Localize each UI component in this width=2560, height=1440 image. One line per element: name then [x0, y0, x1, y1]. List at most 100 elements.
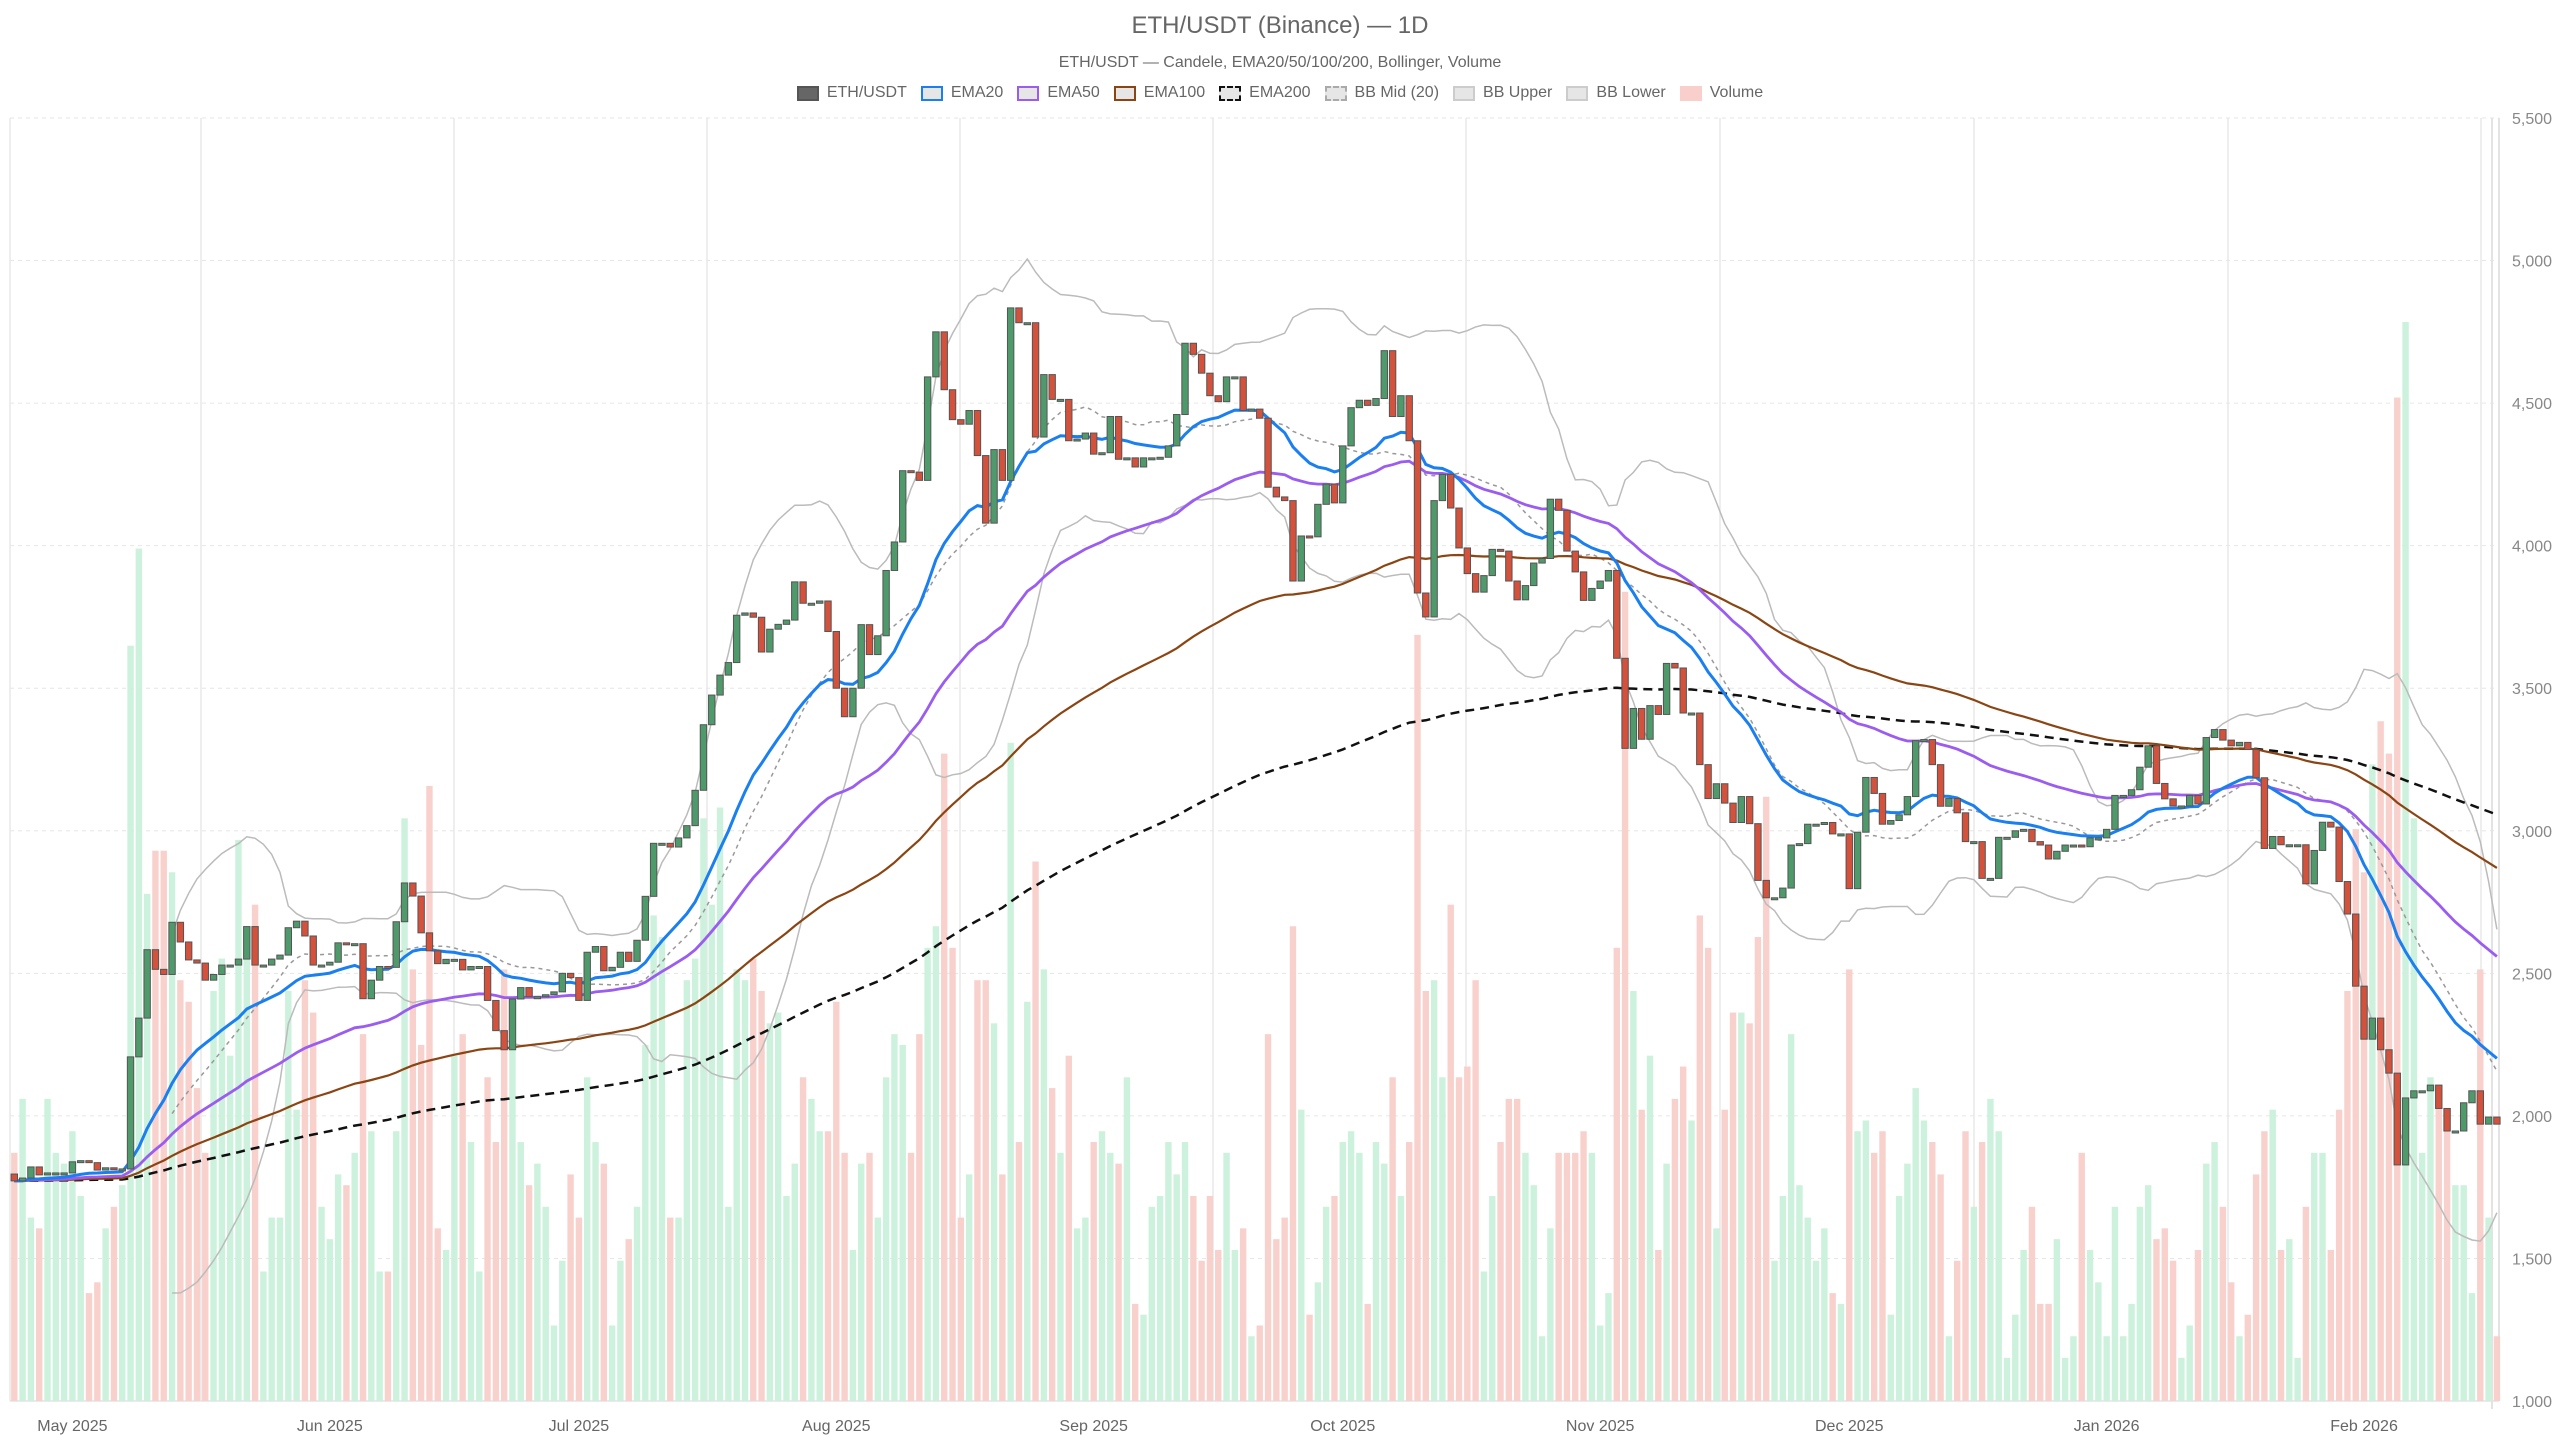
volume-bar	[1787, 1034, 1795, 1401]
volume-bar	[816, 1131, 823, 1401]
candle	[849, 687, 857, 718]
volume-bar	[1314, 1282, 1322, 1401]
volume-bar	[135, 548, 143, 1401]
candle	[2393, 1072, 2401, 1166]
legend-item[interactable]: EMA100	[1113, 84, 1206, 102]
volume-bar	[1887, 1314, 1894, 1401]
volume-bar	[1854, 1131, 1861, 1401]
candle	[1297, 535, 1305, 582]
candle	[1571, 550, 1579, 573]
volume-bar	[1547, 1228, 1554, 1401]
volume-bar	[384, 1271, 392, 1401]
candle	[2476, 1090, 2484, 1125]
volume-bar	[1522, 1152, 1529, 1401]
candle	[1878, 792, 1887, 825]
candle	[1413, 440, 1422, 594]
volume-bar	[1937, 1174, 1944, 1401]
volume-bar	[858, 1163, 865, 1401]
candle	[1164, 445, 1173, 458]
candle	[1463, 547, 1472, 575]
volume-bar	[268, 1217, 275, 1401]
candle	[1264, 417, 1272, 488]
legend-item[interactable]: BB Lower	[1566, 84, 1666, 102]
volume-bar	[1895, 1195, 1903, 1401]
candle	[1289, 500, 1297, 582]
candle	[782, 619, 791, 625]
volume-bar	[1198, 1260, 1205, 1401]
candle	[2094, 837, 2103, 841]
candle	[1804, 823, 1812, 845]
volume-bar	[1646, 1055, 1654, 1401]
volume-bar	[2219, 1206, 2227, 1401]
volume-bar	[542, 1206, 549, 1401]
volume-bar	[874, 1217, 882, 1401]
candle	[2277, 835, 2285, 846]
volume-bar	[168, 872, 176, 1401]
candle	[77, 1160, 85, 1164]
legend-swatch-icon	[1566, 85, 1589, 101]
volume-bar	[251, 904, 259, 1401]
candle	[2011, 830, 2020, 838]
candle	[998, 449, 1007, 481]
ema200-line	[14, 686, 2498, 1183]
candle	[18, 1177, 27, 1182]
volume-bar	[2252, 1174, 2260, 1401]
volume-bar	[60, 1163, 68, 1401]
legend-item[interactable]: BB Mid (20)	[1324, 84, 1440, 102]
volume-bar	[534, 1163, 541, 1401]
candle	[899, 470, 907, 543]
candle	[2036, 841, 2044, 846]
candle	[940, 331, 948, 391]
candle	[425, 932, 434, 952]
candle	[1131, 457, 1139, 468]
volume-bar	[1190, 1195, 1197, 1401]
volume-bar	[1995, 1131, 2002, 1401]
volume-bar	[1306, 1314, 1313, 1401]
volume-bar	[2468, 1293, 2476, 1401]
volume-bar	[1721, 1109, 1728, 1401]
volume-bar	[1231, 1249, 1239, 1401]
candle	[2169, 798, 2177, 807]
legend-item[interactable]: ETH/USDT	[796, 84, 907, 102]
volume-bar	[2477, 969, 2484, 1401]
candle	[1970, 841, 1978, 845]
candle	[915, 471, 924, 481]
candle	[1314, 503, 1322, 538]
volume-bar	[409, 969, 417, 1401]
candle	[1712, 783, 1721, 800]
candle	[1696, 712, 1704, 766]
legend-item[interactable]: EMA20	[920, 84, 1003, 102]
volume-bar	[916, 1034, 923, 1401]
legend-label: EMA100	[1143, 84, 1206, 101]
candle	[973, 410, 982, 457]
volume-bar	[2061, 1357, 2069, 1401]
candle	[591, 946, 600, 953]
legend-item[interactable]: Volume	[1679, 84, 1763, 102]
candle	[517, 987, 525, 1000]
candle	[2044, 844, 2053, 860]
legend-label: BB Mid (20)	[1354, 84, 1440, 101]
legend-item[interactable]: EMA200	[1219, 84, 1311, 102]
candle	[691, 789, 699, 827]
volume-bar	[1771, 1260, 1778, 1401]
y-tick-label: 4,000	[2512, 539, 2552, 556]
candle	[1363, 399, 1372, 406]
ema100-line	[14, 553, 2498, 1182]
candle	[2484, 1116, 2493, 1125]
volume-bar	[808, 1098, 815, 1401]
candle	[334, 942, 342, 963]
candle	[2418, 1090, 2426, 1094]
volume-bar	[85, 1293, 93, 1401]
candle	[267, 958, 276, 966]
volume-bar	[185, 1001, 192, 1401]
volume-bar	[1929, 1142, 1936, 1401]
candle	[458, 958, 467, 971]
x-tick-label: Nov 2025	[1566, 1418, 1635, 1435]
x-tick-label: Oct 2025	[1310, 1418, 1375, 1435]
legend-item[interactable]: BB Upper	[1453, 84, 1552, 102]
legend-item[interactable]: EMA50	[1017, 84, 1100, 102]
candle	[1222, 376, 1231, 403]
volume-bar	[1572, 1152, 1579, 1401]
volume-bar	[2161, 1228, 2168, 1401]
